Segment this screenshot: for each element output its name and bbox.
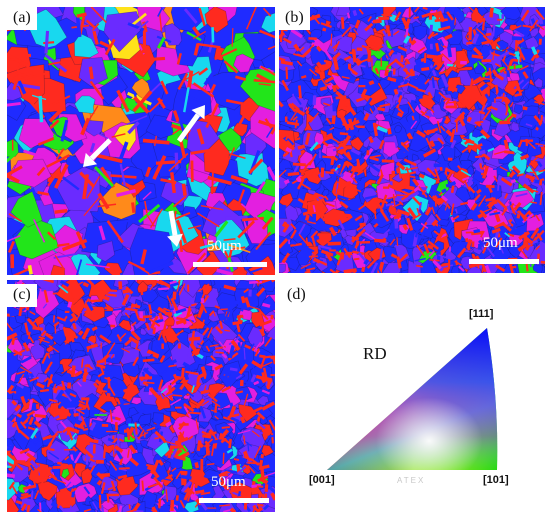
scale-text-a: 50μm [207,238,242,254]
annotation-arrow [167,210,183,247]
annotation-arrow [83,138,112,167]
panel-label-d: (d) [287,286,306,303]
ipf-label-101: [101] [483,474,509,486]
panel-label-b: (b) [279,7,310,30]
scale-bar-c [199,498,269,503]
ebsd-map-c: (c) 50μm [7,280,275,512]
ipf-label-111: [111] [469,308,494,320]
ebsd-map-b-image [279,7,545,273]
scale-text-b: 50μm [483,235,518,251]
atex-watermark: ATEX [397,476,426,485]
ipf-key-panel: (d) [279,280,545,512]
annotation-arrow [176,105,205,143]
scale-bar-a [193,262,267,267]
ebsd-map-a-image [7,7,275,275]
scale-bar-b [469,259,539,264]
ebsd-map-c-image [7,280,275,512]
scale-text-c: 50μm [211,474,246,490]
ebsd-map-b: (b) 50μm [279,7,545,273]
ipf-triangle [327,328,498,470]
rd-label: RD [363,344,387,363]
ebsd-map-a: (a) 50μm [7,7,275,275]
panel-label-c: (c) [7,284,37,307]
ipf-label-001: [001] [309,474,335,486]
panel-label-a: (a) [7,7,37,30]
